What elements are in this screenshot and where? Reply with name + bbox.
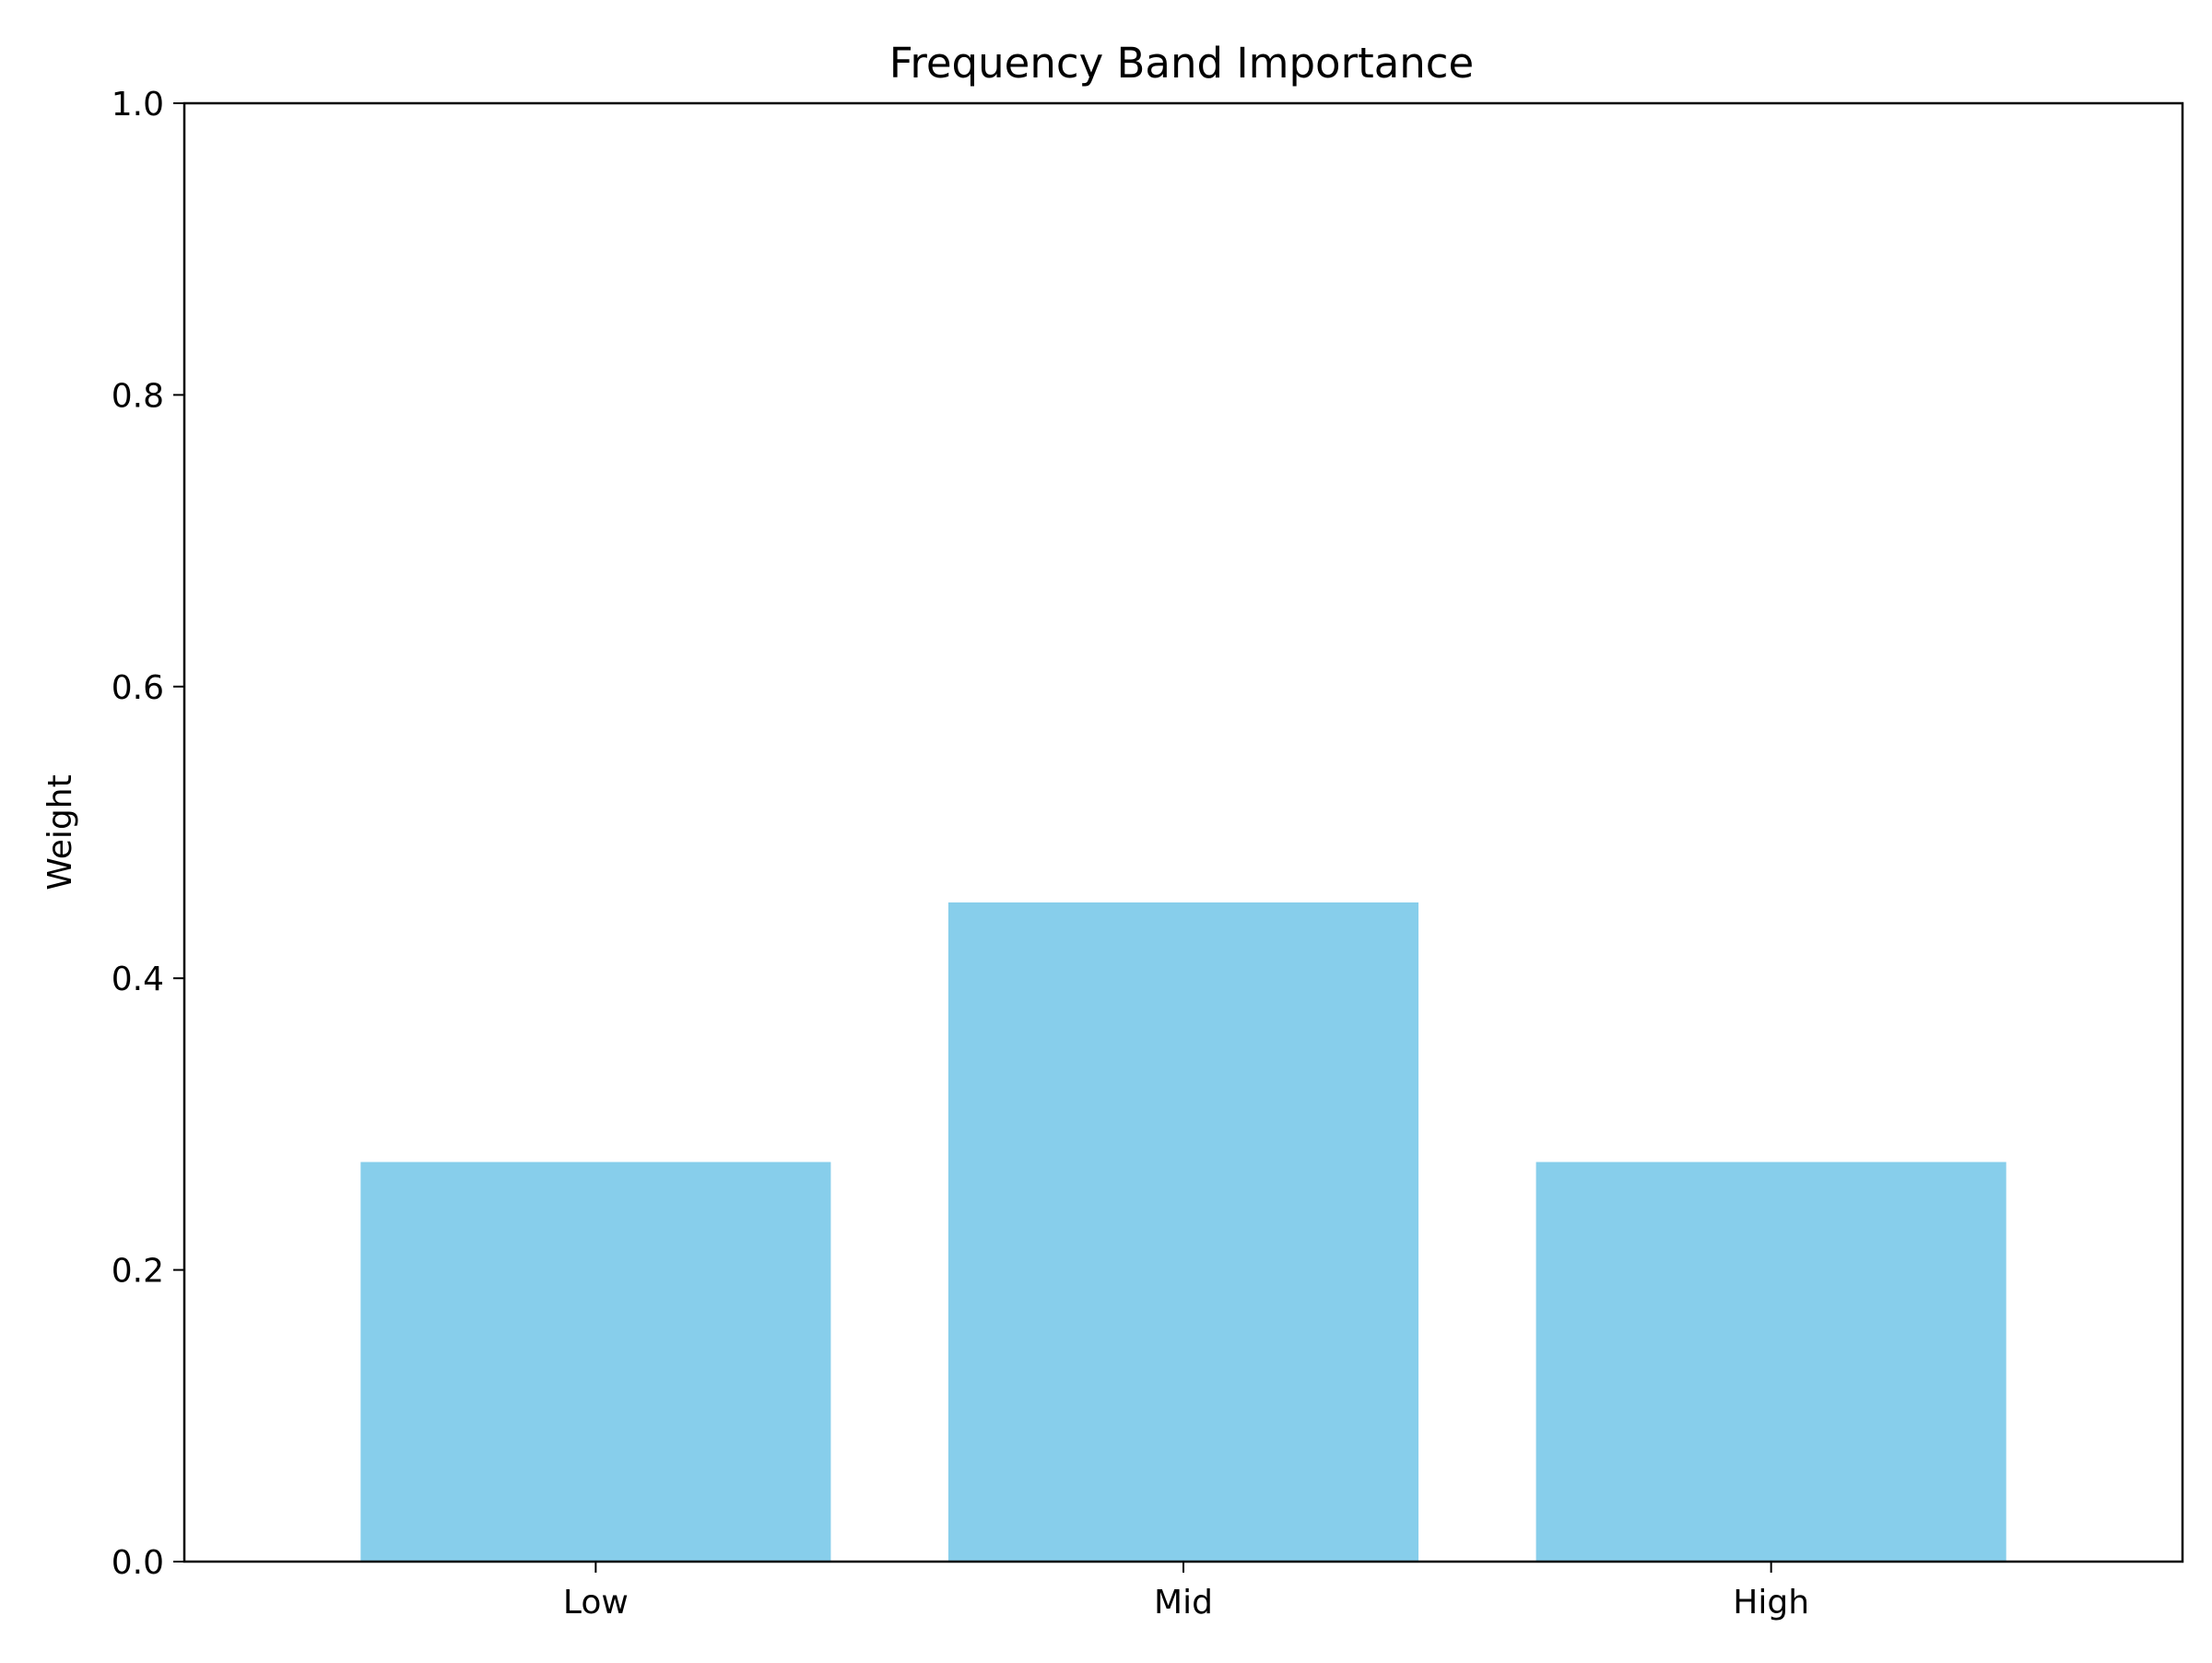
y-tick-label: 0.6 [112,669,164,707]
y-tick-label: 0.4 [112,961,164,998]
y-axis-label: Weight [41,774,79,890]
y-tick-label: 0.0 [112,1544,164,1582]
x-tick-label: Mid [1154,1584,1213,1622]
y-tick-label: 0.2 [112,1253,164,1291]
y-axis: 0.0 0.2 0.4 0.6 0.8 1.0 [112,86,184,1582]
y-tick-label: 1.0 [112,86,164,124]
plot-frame [182,101,2184,1563]
x-axis: Low Mid High [563,1562,1809,1622]
x-tick-label: Low [563,1584,629,1622]
bar-low [360,1162,831,1562]
chart-title: Frequency Band Importance [889,39,1474,88]
y-tick-label: 0.8 [112,377,164,415]
x-tick-label: High [1733,1584,1809,1622]
bar-high [1535,1162,2006,1562]
bar-mid [947,902,1419,1562]
bars-layer [360,902,2006,1562]
